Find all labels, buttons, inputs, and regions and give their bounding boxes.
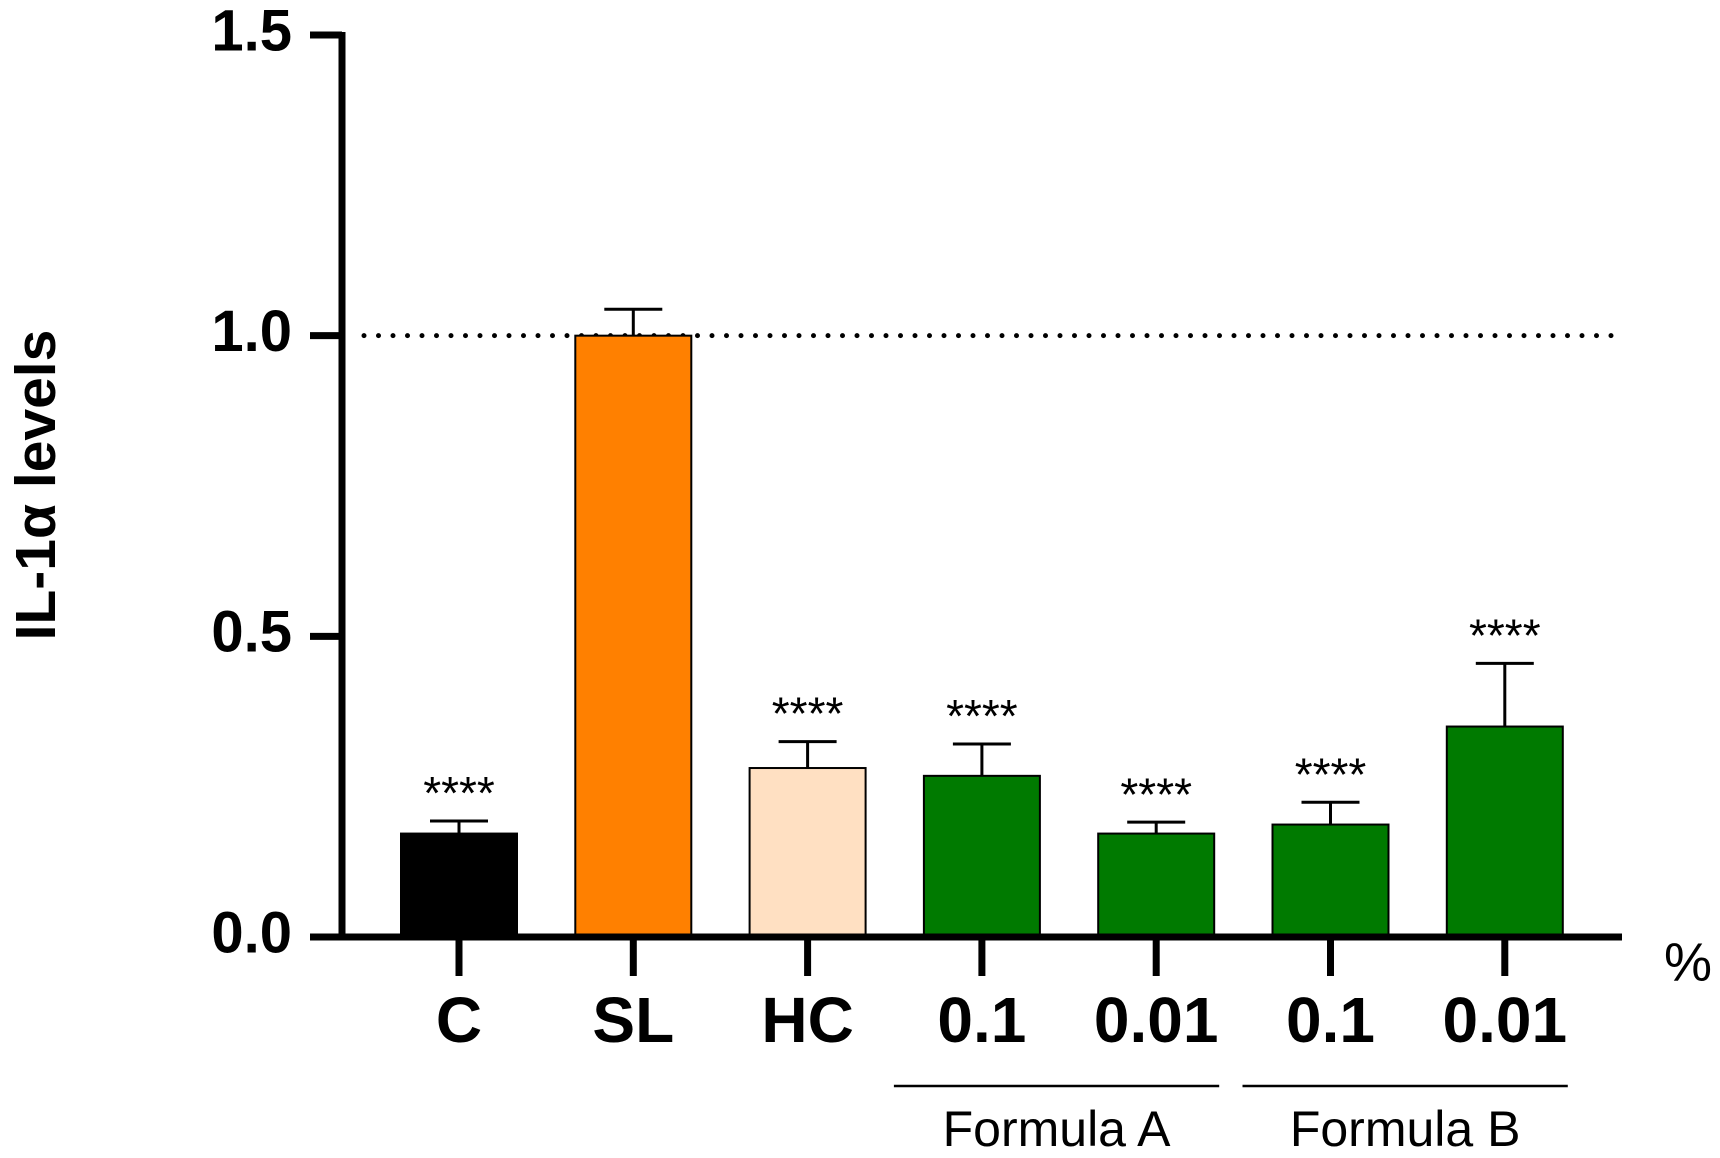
y-tick-label: 0.0: [211, 900, 292, 965]
significance-label: ****: [772, 688, 844, 740]
bar: [400, 832, 518, 939]
bar: [748, 767, 867, 938]
group-label: Formula A: [943, 1101, 1172, 1157]
x-tick-label: SL: [592, 984, 674, 1056]
x-tick-label: 0.01: [1094, 984, 1219, 1056]
x-tick-label: 0.1: [1286, 984, 1375, 1056]
group-label: Formula B: [1290, 1101, 1521, 1157]
bar: [1271, 823, 1390, 938]
significance-label: ****: [946, 690, 1018, 742]
bar: [922, 774, 1041, 938]
x-tick-label: C: [436, 984, 482, 1056]
x-tick-label: 0.01: [1443, 984, 1568, 1056]
bar: [1445, 725, 1564, 938]
y-tick-label: 0.5: [211, 600, 292, 665]
y-axis-label: IL-1α levels: [4, 330, 68, 641]
significance-label: ****: [1120, 768, 1192, 820]
significance-label: ****: [1469, 610, 1541, 662]
bar: [574, 334, 693, 938]
x-unit-label: %: [1664, 932, 1712, 992]
y-tick-label: 1.0: [211, 299, 292, 364]
x-tick-label: HC: [761, 984, 853, 1056]
bar: [1097, 832, 1216, 939]
x-tick-label: 0.1: [937, 984, 1026, 1056]
significance-label: ****: [1295, 748, 1367, 800]
y-tick-label: 1.5: [211, 0, 292, 63]
significance-label: ****: [423, 767, 495, 819]
